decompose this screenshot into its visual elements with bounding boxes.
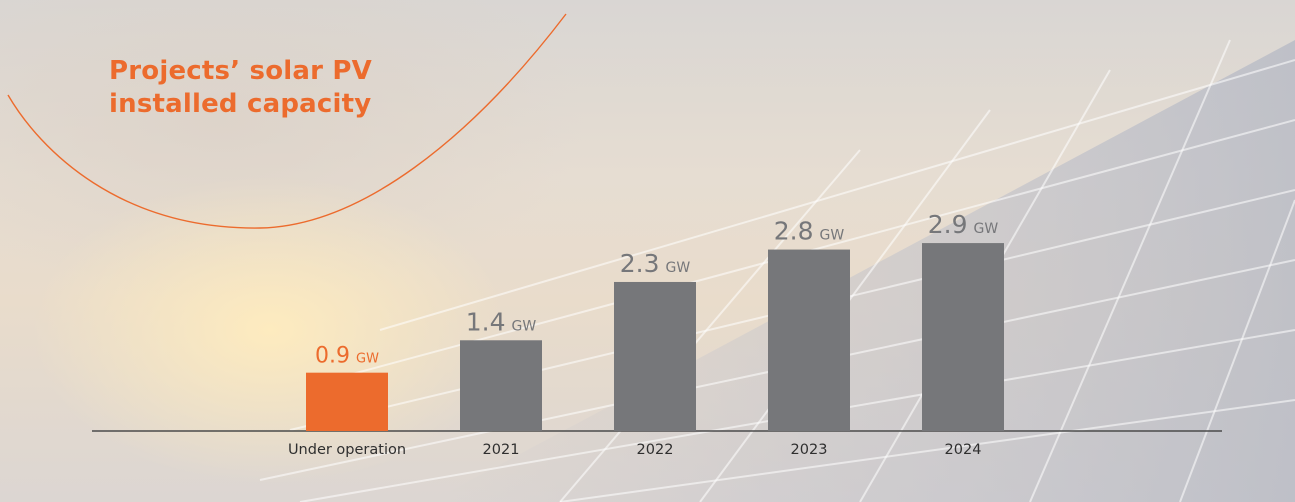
x-tick-label: 2024: [945, 442, 982, 458]
value-number: 1.4: [466, 307, 506, 336]
bar-group: 0.9 GW Under operation 1.4 GW 2021 2.3 GW 2022 2.…: [288, 210, 1004, 458]
bar-value-label: 1.4 GW: [466, 307, 537, 336]
bar-value-label: 2.3 GW: [620, 249, 691, 278]
x-tick-label: 2022: [637, 442, 674, 458]
value-unit: GW: [974, 221, 999, 237]
value-unit: GW: [666, 260, 691, 276]
bar-under-operation: [306, 372, 388, 431]
x-tick-label: Under operation: [288, 442, 406, 458]
bar-value-label: 2.9 GW: [928, 210, 999, 239]
value-unit: GW: [356, 352, 379, 367]
chart-title-line-2: installed capacity: [109, 89, 372, 119]
bar-value-label: 2.8 GW: [774, 217, 845, 246]
chart-title-line-1: Projects’ solar PV: [109, 56, 372, 86]
x-tick-label: 2023: [791, 442, 828, 458]
x-tick-label: 2021: [483, 442, 520, 458]
bar-value-label: 0.9 GW: [315, 344, 379, 369]
bar-2024: [922, 243, 1004, 431]
value-number: 2.8: [774, 217, 814, 246]
bar-2021: [460, 340, 542, 431]
value-unit: GW: [820, 228, 845, 244]
bar-2022: [614, 281, 696, 431]
value-number: 2.3: [620, 249, 660, 278]
value-unit: GW: [512, 318, 537, 334]
value-number: 2.9: [928, 210, 968, 239]
value-number: 0.9: [315, 344, 350, 369]
bar-2023: [768, 249, 850, 431]
chart-title: Projects’ solar PV installed capacity: [109, 55, 372, 121]
